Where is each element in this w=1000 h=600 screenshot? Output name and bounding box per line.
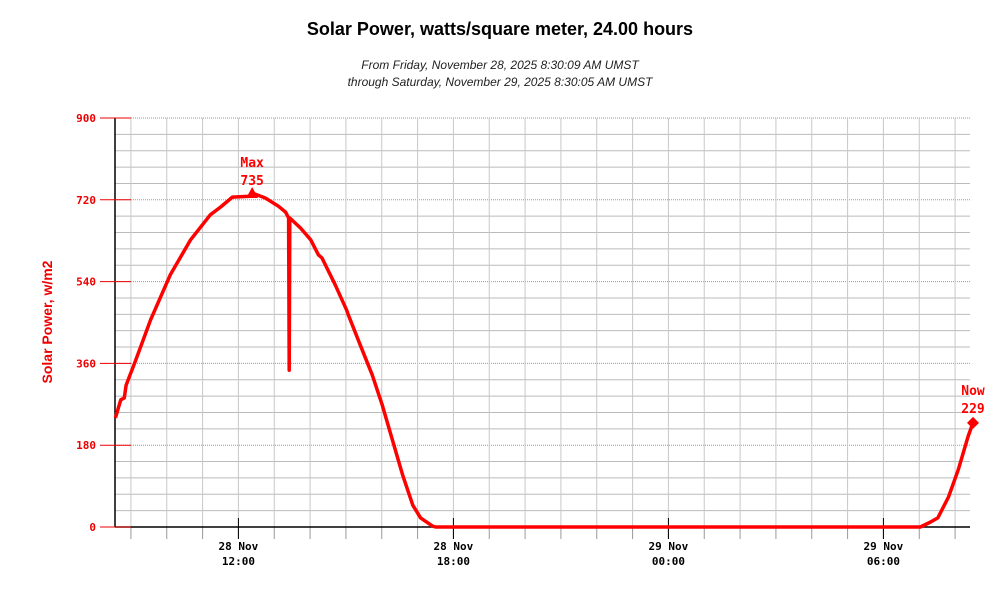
chart-title: Solar Power, watts/square meter, 24.00 h…: [306, 19, 694, 39]
max-label: Max: [240, 156, 264, 171]
now-label: Now: [961, 384, 985, 399]
y-tick-label: 720: [76, 194, 96, 207]
y-tick-label: 540: [76, 276, 96, 289]
y-tick-label: 180: [76, 439, 96, 452]
chart-subtitle-from: From Friday, November 28, 2025 8:30:09 A…: [361, 58, 639, 72]
x-tick-label-time: 06:00: [867, 555, 900, 568]
now-marker-diamond: [967, 416, 979, 429]
chart-subtitle-through: through Saturday, November 29, 2025 8:30…: [347, 75, 653, 89]
y-axis-label: Solar Power, w/m2: [39, 260, 55, 383]
x-tick-label-date: 28 Nov: [434, 540, 474, 553]
solar-power-line: [113, 191, 975, 529]
max-value: 735: [240, 174, 263, 189]
x-tick-label-date: 29 Nov: [649, 540, 689, 553]
x-tick-label-date: 28 Nov: [219, 540, 259, 553]
y-tick-label: 900: [76, 112, 96, 125]
y-tick-label: 360: [76, 357, 96, 370]
x-tick-label-time: 12:00: [222, 555, 255, 568]
x-tick-label-time: 00:00: [652, 555, 685, 568]
now-value: 229: [961, 402, 984, 417]
max-marker-triangle: [246, 186, 259, 198]
x-tick-label-date: 29 Nov: [864, 540, 904, 553]
y-tick-label: 0: [89, 521, 96, 534]
x-tick-label-time: 18:00: [437, 555, 470, 568]
